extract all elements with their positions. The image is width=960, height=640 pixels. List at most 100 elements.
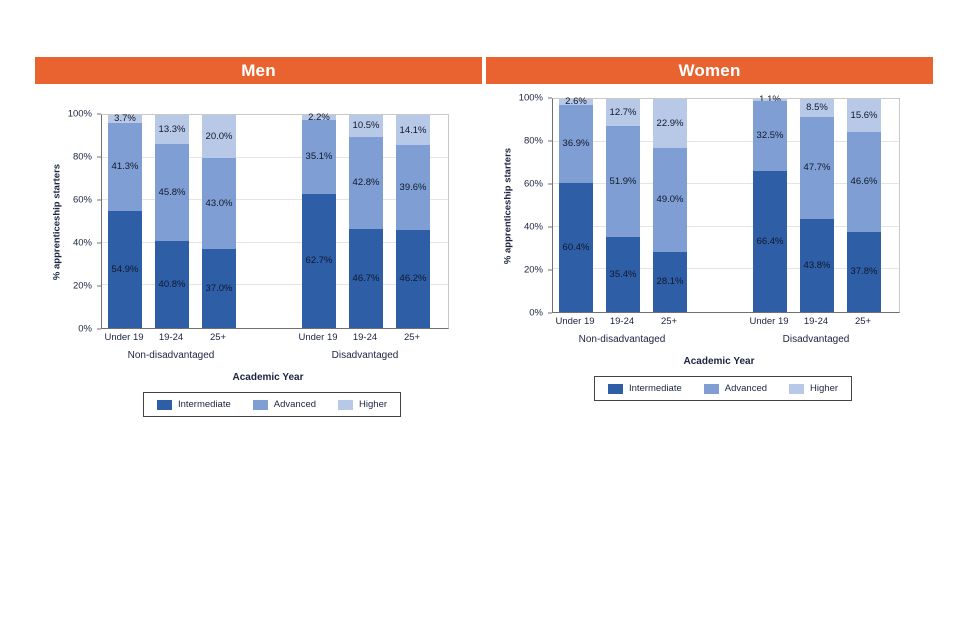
- men-plot-area: 3.7% 41.3% 54.9% 13.3% 45.8% 40.8% 20.0% 43.0% 3…: [101, 113, 449, 329]
- value-label: 13.3%: [158, 123, 186, 135]
- y-tick-label: 100%: [518, 92, 543, 104]
- gridline: [553, 225, 899, 227]
- value-label: 40.8%: [158, 278, 186, 290]
- value-label: 20.0%: [205, 130, 233, 142]
- y-tick-label: 80%: [72, 151, 92, 163]
- group-label: Disadvantaged: [331, 350, 399, 361]
- legend-swatch: [703, 383, 719, 394]
- bar-segment-intermediate: 66.4%: [753, 170, 787, 312]
- y-tick-mark: [97, 156, 101, 158]
- men-y-axis-ticks: 0% 20% 40% 60% 80% 100%: [65, 109, 101, 335]
- category-label: Under 19: [298, 332, 338, 343]
- legend-label: Higher: [810, 383, 839, 394]
- category-label: 25+: [209, 332, 227, 343]
- group-label: Non-disadvantaged: [578, 334, 666, 345]
- category-label: Under 19: [104, 332, 144, 343]
- women-legend: Intermediate Advanced Higher: [593, 376, 853, 401]
- bar-segment-higher: 14.1%: [396, 115, 430, 146]
- men-legend: Intermediate Advanced Higher: [142, 392, 402, 417]
- bar-segment-intermediate: 62.7%: [302, 194, 336, 328]
- value-label: 46.2%: [399, 273, 427, 285]
- bar-segment-intermediate: 54.9%: [108, 211, 142, 328]
- y-tick-label: 40%: [72, 237, 92, 249]
- value-label: 46.7%: [352, 272, 380, 284]
- bar-segment-higher: 13.3%: [155, 115, 189, 144]
- women-y-axis-title: % apprenticeship starters: [500, 98, 516, 313]
- value-label: 39.6%: [399, 181, 427, 193]
- men-group-label-row: Non-disadvantaged Disadvantaged: [101, 350, 449, 361]
- men-chart: % apprenticeship starters 0% 20% 40% 60% 80%…: [35, 109, 482, 417]
- value-label: 47.7%: [803, 162, 831, 174]
- y-tick-mark: [548, 269, 552, 271]
- gridline: [553, 183, 899, 185]
- men-y-axis-title: % apprenticeship starters: [49, 114, 65, 329]
- bar-group: 2.6% 36.9% 60.4% 12.7% 51.9% 35.4% 22.9% 49.0% 2…: [559, 97, 687, 312]
- value-label: 22.9%: [656, 117, 684, 129]
- value-label: 36.9%: [562, 138, 590, 150]
- bar-segment-advanced: 45.8%: [155, 143, 189, 242]
- men-panel-header: Men: [35, 57, 482, 84]
- legend-label: Advanced: [273, 399, 317, 410]
- bar-segment-higher: 20.0%: [202, 115, 236, 158]
- bar-segment-higher: 2.2%: [302, 113, 336, 122]
- y-tick-mark: [548, 183, 552, 185]
- stacked-bar: 3.7% 41.3% 54.9%: [108, 113, 142, 328]
- bar-segment-higher: 8.5%: [800, 99, 834, 118]
- bar-segment-advanced: 49.0%: [653, 147, 687, 253]
- y-tick-mark: [548, 312, 552, 314]
- value-label: 14.1%: [399, 124, 427, 136]
- value-label: 37.0%: [205, 282, 233, 294]
- y-tick-mark: [548, 226, 552, 228]
- stacked-bar: 2.6% 36.9% 60.4%: [559, 97, 593, 312]
- bar-segment-advanced: 41.3%: [108, 123, 142, 212]
- gridline: [102, 199, 448, 201]
- women-y-axis-ticks: 0% 20% 40% 60% 80% 100%: [516, 93, 552, 319]
- stacked-bar: 14.1% 39.6% 46.2%: [396, 115, 430, 328]
- category-label: 25+: [660, 316, 678, 327]
- value-label: 46.6%: [850, 176, 878, 188]
- legend-item-higher: Higher: [789, 383, 838, 394]
- value-label: 1.1%: [759, 94, 781, 106]
- legend-item-intermediate: Intermediate: [156, 399, 231, 410]
- women-group-label-row: Non-disadvantaged Disadvantaged: [552, 334, 900, 345]
- men-panel-title: Men: [241, 60, 276, 80]
- bar-segment-intermediate: 37.0%: [202, 249, 236, 328]
- gridline: [102, 284, 448, 286]
- gridline: [102, 241, 448, 243]
- bar-segment-advanced: 35.1%: [302, 119, 336, 195]
- value-label: 45.8%: [158, 186, 186, 198]
- y-tick-label: 20%: [72, 280, 92, 292]
- value-label: 10.5%: [352, 120, 380, 132]
- bar-segment-advanced: 43.0%: [202, 157, 236, 250]
- y-tick-label: 100%: [67, 108, 92, 120]
- bar-segment-intermediate: 40.8%: [155, 241, 189, 328]
- bar-segment-higher: 10.5%: [349, 115, 383, 138]
- women-panel: Women % apprenticeship starters 0% 20% 40%…: [486, 57, 933, 401]
- stacked-bar: 1.1% 32.5% 66.4%: [753, 95, 787, 312]
- value-label: 43.0%: [205, 197, 233, 209]
- bar-group: 1.1% 32.5% 66.4% 8.5% 47.7% 43.8% 15.6% 46.6% 37…: [753, 95, 881, 312]
- y-tick-label: 80%: [523, 135, 543, 147]
- bar-segment-advanced: 47.7%: [800, 117, 834, 219]
- women-panel-title: Women: [678, 60, 741, 80]
- category-label: Under 19: [749, 316, 789, 327]
- category-label-group: Under 19 19-24 25+: [555, 316, 686, 327]
- y-tick-label: 40%: [523, 221, 543, 233]
- y-tick-label: 20%: [523, 264, 543, 276]
- category-label: 19-24: [609, 316, 635, 327]
- value-label: 8.5%: [806, 102, 828, 114]
- women-plot-area: 2.6% 36.9% 60.4% 12.7% 51.9% 35.4% 22.9% 49.0% 2…: [552, 95, 900, 313]
- men-y-axis-title-text: % apprenticeship starters: [51, 163, 63, 280]
- bar-segment-higher: 15.6%: [847, 99, 881, 133]
- legend-label: Intermediate: [628, 383, 682, 394]
- value-label: 15.6%: [850, 109, 878, 121]
- value-label: 3.7%: [114, 113, 136, 125]
- y-tick-mark: [97, 328, 101, 330]
- stacked-bar: 12.7% 51.9% 35.4%: [606, 99, 640, 312]
- men-category-label-row: Under 19 19-24 25+ Under 19 19-24 25+: [101, 332, 449, 343]
- category-label: 19-24: [158, 332, 184, 343]
- value-label: 12.7%: [609, 106, 637, 118]
- bar-segment-intermediate: 43.8%: [800, 218, 834, 312]
- group-label: Disadvantaged: [782, 334, 850, 345]
- category-label: 25+: [854, 316, 872, 327]
